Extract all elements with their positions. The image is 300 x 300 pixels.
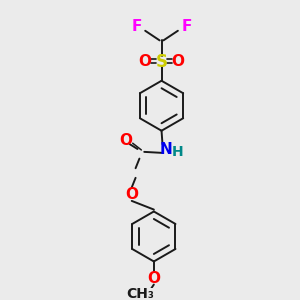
Text: H: H [172,145,184,159]
Text: F: F [131,20,142,34]
Text: O: O [119,133,133,148]
Text: O: O [139,54,152,69]
Text: O: O [125,187,138,202]
Text: N: N [160,142,173,158]
Text: S: S [155,52,167,70]
Text: O: O [147,271,160,286]
Text: O: O [171,54,184,69]
Text: CH₃: CH₃ [126,287,154,300]
Text: F: F [181,20,192,34]
